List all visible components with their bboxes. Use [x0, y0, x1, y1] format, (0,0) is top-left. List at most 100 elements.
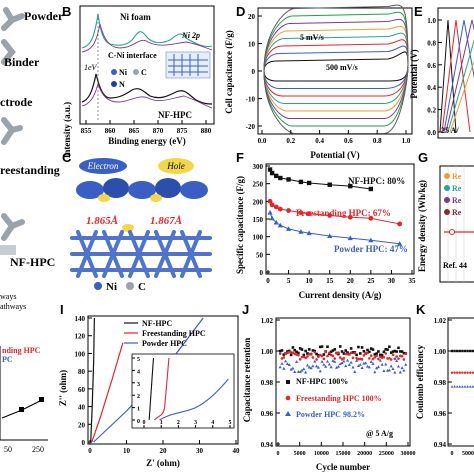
- panel-d: D Cell capacitance (F/g) -20 -10 0 10 20 0.0…: [224, 4, 413, 160]
- panel-j-point: [351, 351, 355, 354]
- panel-j-point: [282, 366, 286, 370]
- panel-j-point: [402, 368, 406, 372]
- panel-j-point: [393, 357, 397, 361]
- panel-f-point: [269, 202, 275, 208]
- panel-j-point: [358, 363, 362, 366]
- panel-f-label-nf: NF-HPC: 80%: [348, 176, 405, 186]
- panel-j-point: [315, 352, 318, 356]
- panel-k-point: [458, 385, 462, 388]
- panel-k-xtick-label: 5000: [462, 451, 474, 457]
- panel-b-ni-marker: [111, 69, 117, 75]
- panel-i-ytick-label: 80: [78, 368, 86, 376]
- panel-j-point: [371, 348, 375, 351]
- panel-f-ytick-label: 100: [253, 234, 264, 242]
- panel-e-ylabel: Potential (V): [409, 49, 419, 98]
- panel-j-point: [373, 356, 377, 359]
- panel-j-point: [324, 350, 327, 354]
- panel-j-point: [397, 357, 400, 360]
- panel-f-point: [347, 235, 353, 241]
- panel-j-point: [375, 366, 379, 370]
- panel-b-n-marker: [111, 81, 117, 87]
- panel-f-point: [267, 210, 273, 215]
- panel-f-label-pw: Powder HPC: 47%: [334, 244, 408, 254]
- panel-i-inset-ytick-label: 4: [137, 369, 140, 375]
- panel-j-point: [375, 354, 378, 358]
- panel-j-point: [318, 345, 322, 349]
- panel-c-ni-marker: [94, 282, 102, 290]
- panel-f-point: [267, 167, 273, 172]
- panel-j-point: [373, 353, 377, 356]
- panel-j-point: [345, 358, 350, 362]
- panel-j-point: [316, 365, 320, 369]
- panel-j-point: [349, 347, 353, 350]
- panel-j-xlabel: Cycle number: [316, 462, 370, 472]
- panel-j-point: [324, 364, 328, 368]
- panel-d-yticks: -20 -10 0 10 20: [246, 13, 262, 131]
- panel-c-c-marker: [126, 282, 134, 290]
- panel-j-point: [378, 358, 382, 362]
- panel-b-legend-c: C: [141, 68, 147, 77]
- panel-g-marker-1: [444, 173, 450, 179]
- panel-g-ref-label: Ref. 44: [443, 261, 467, 270]
- panel-b-ni2p-label: Ni 2p: [181, 31, 200, 40]
- panel-f-point: [277, 222, 283, 228]
- panel-f-point: [368, 215, 374, 221]
- panel-f-xtick-label: 25: [367, 277, 375, 285]
- panel-b-xticks: 855 860 865 870 875 880: [81, 120, 212, 135]
- panel-f-point: [306, 180, 312, 186]
- panel-j-point: [333, 348, 337, 351]
- panel-b: B Intensity (a.u.) Ni foam Ni 2p C-Ni in…: [62, 4, 215, 158]
- panel-f-ytick-label: 150: [253, 216, 264, 224]
- panel-k-point: [458, 349, 461, 353]
- panel-j-ytick-label: 0.96: [261, 410, 274, 418]
- panel-j-point: [340, 350, 344, 353]
- panel-j-point: [384, 362, 388, 366]
- panel-k-point: [450, 349, 454, 353]
- panel-f-point: [397, 241, 403, 246]
- panel-b-legend-n: N: [119, 80, 125, 89]
- panel-e-ytick-label: 0.6: [427, 62, 436, 70]
- panel-j-point: [393, 370, 397, 374]
- panel-e-rate-label: 25 A/: [441, 126, 459, 135]
- panel-i-inset-ytick-label: 0: [137, 419, 140, 425]
- panel-j-point: [311, 356, 315, 359]
- panel-f-point: [327, 182, 332, 187]
- panel-j-point: [376, 365, 381, 369]
- panel-j-point: [297, 351, 300, 355]
- panel-f-xtick-label: 5: [287, 277, 291, 285]
- panel-k-point: [461, 371, 464, 374]
- panel-f-point: [273, 219, 279, 225]
- panel-f-point: [368, 186, 374, 192]
- panel-j-point: [304, 370, 308, 374]
- panel-d-xlabel: Potential (V): [310, 150, 359, 160]
- panel-e-letter: E: [414, 4, 423, 19]
- panel-j-point: [397, 346, 400, 350]
- panel-j-point: [320, 354, 324, 358]
- panel-d-xticks: 0.0 0.2 0.4 0.6 0.8 1.0: [258, 130, 411, 145]
- panel-j-ytick-label: 0.94: [261, 441, 274, 449]
- panel-j-point: [344, 352, 347, 356]
- panel-j-point: [295, 350, 298, 354]
- panel-j-point: [393, 349, 397, 353]
- panel-b-c-marker: [133, 69, 139, 75]
- label-electrode: ctrode: [0, 95, 33, 109]
- panel-i-inset-ytick-label: 3: [137, 382, 140, 388]
- panel-f-point: [306, 211, 312, 217]
- panel-j-point: [395, 355, 398, 358]
- panel-j-point: [309, 352, 313, 356]
- panel-b-frame: [79, 5, 215, 125]
- panel-b-nifoam-fit: [81, 23, 213, 53]
- panel-d-cv-loop: [263, 4, 409, 134]
- panel-j-point: [282, 356, 286, 359]
- panel-k-point: [458, 371, 461, 374]
- panel-k-point: [453, 371, 456, 374]
- panel-j-ylabel: Capacitance retention: [242, 338, 252, 423]
- panel-i-inset-ytick-label: 5: [137, 357, 140, 363]
- panel-k-point: [455, 385, 459, 388]
- panel-i-inset-xtick-label: 2: [177, 420, 180, 426]
- panel-b-xtick-label: 860: [105, 127, 116, 135]
- panel-i-legend-pw: Powder HPC: [142, 339, 187, 348]
- panel-k-point: [471, 371, 474, 374]
- panel-k-point: [450, 385, 454, 388]
- panel-j-point: [307, 348, 311, 351]
